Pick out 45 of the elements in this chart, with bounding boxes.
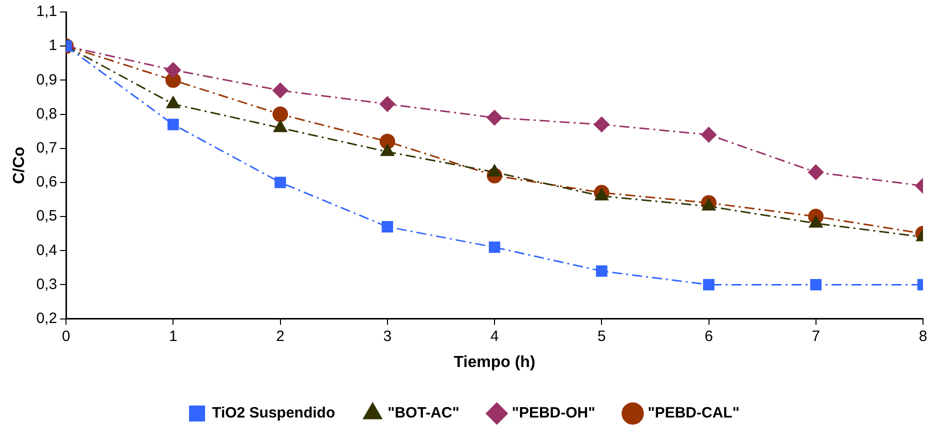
legend-label: "BOT-AC": [388, 404, 460, 422]
x-tick-label: 7: [812, 328, 820, 345]
point: [380, 134, 396, 150]
point: [380, 144, 394, 156]
y-tick-label: 0,7: [36, 139, 58, 156]
y-tick-label: 0,6: [36, 174, 58, 191]
x-tick-label: 8: [918, 328, 928, 345]
x-axis-title: Tiempo (h): [454, 354, 536, 371]
point: [701, 126, 717, 142]
point: [274, 176, 286, 188]
point: [486, 110, 502, 126]
point: [703, 279, 714, 290]
x-tick-label: 0: [62, 328, 70, 345]
x-tick-label: 1: [169, 328, 178, 345]
point: [165, 62, 181, 78]
point: [382, 221, 394, 232]
y-tick-label: 0,4: [36, 242, 58, 259]
point: [596, 265, 608, 277]
point: [809, 216, 823, 228]
y-tick-label: 1: [48, 37, 58, 54]
x-tick-label: 6: [704, 328, 713, 345]
x-tick-label: 5: [597, 328, 606, 345]
y-axis-title: C/Co: [11, 146, 28, 184]
legend-label: "PEBD-OH": [512, 404, 596, 422]
y-tick-label: 0,8: [36, 105, 58, 122]
point: [272, 82, 288, 98]
legend-label: "PEBD-CAL": [648, 404, 740, 422]
y-tick-label: 0,5: [36, 208, 58, 225]
x-tick-label: 2: [276, 328, 284, 345]
point: [488, 242, 500, 253]
point: [380, 96, 396, 112]
point: [272, 106, 288, 122]
y-tick-label: 0,2: [36, 310, 58, 327]
y-tick-label: 0,9: [36, 71, 58, 88]
x-tick-label: 3: [383, 328, 392, 345]
point: [273, 120, 288, 132]
point: [810, 279, 822, 290]
point: [808, 164, 824, 180]
x-tick-label: 4: [490, 328, 499, 345]
legend-label: TiO2 Suspendido: [212, 404, 336, 422]
point: [167, 118, 179, 130]
y-tick-label: 1,1: [36, 3, 58, 20]
point: [594, 116, 610, 132]
point: [702, 198, 716, 211]
y-tick-label: 0,3: [36, 276, 58, 293]
